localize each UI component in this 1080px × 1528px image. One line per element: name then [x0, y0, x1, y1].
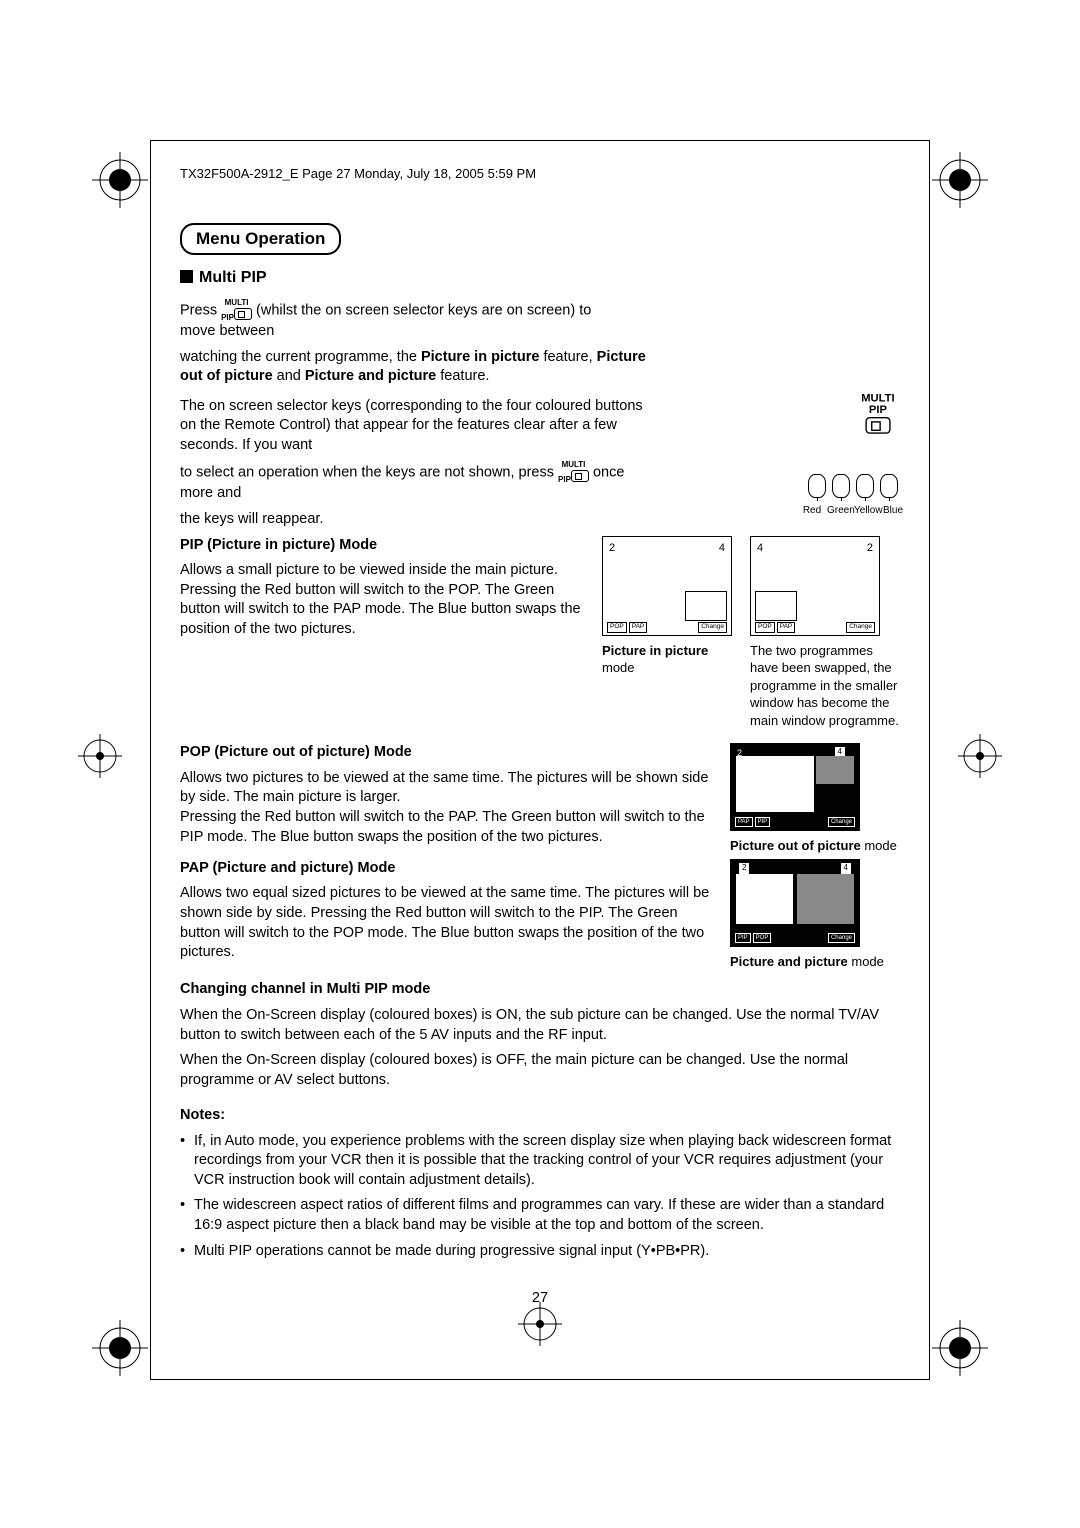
notes-list: If, in Auto mode, you experience problem…: [180, 1132, 900, 1261]
intro-line1: Press MULTIPIP (whilst the on screen sel…: [180, 299, 630, 342]
crop-mark-icon: [72, 728, 128, 784]
note-item: Multi PIP operations cannot be made duri…: [194, 1242, 900, 1262]
blue-key-icon: [880, 474, 898, 498]
pap-body: Allows two equal sized pictures to be vi…: [180, 884, 712, 962]
yellow-label: Yellow: [854, 504, 878, 518]
notes-title: Notes:: [180, 1106, 900, 1126]
section-pill: Menu Operation: [180, 223, 341, 256]
red-key-icon: [808, 474, 826, 498]
green-label: Green: [827, 504, 851, 518]
pip-title: PIP (Picture in picture) Mode: [180, 536, 584, 556]
changing-p1: When the On-Screen display (coloured box…: [180, 1006, 900, 1045]
multi-pip-inline-icon: MULTIPIP: [221, 299, 252, 322]
intro-line2: watching the current programme, the Pict…: [180, 348, 650, 387]
crop-mark-icon: [932, 152, 988, 208]
pap-caption: Picture and picture mode: [730, 953, 900, 971]
pop-body: Allows two pictures to be viewed at the …: [180, 769, 712, 847]
pip-caption-1: Picture in picture mode: [602, 642, 732, 677]
blue-label: Blue: [881, 504, 905, 518]
pop-title: POP (Picture out of picture) Mode: [180, 743, 712, 763]
doc-header: TX32F500A-2912_E Page 27 Monday, July 18…: [180, 165, 900, 183]
changing-p2: When the On-Screen display (coloured box…: [180, 1051, 900, 1090]
pip-desc-2: The two programmes have been swapped, th…: [750, 642, 900, 730]
color-keys-diagram: Red Green Yellow Blue: [800, 474, 905, 518]
pop-caption: Picture out of picture mode: [730, 837, 900, 855]
green-key-icon: [832, 474, 850, 498]
crop-mark-icon: [932, 1320, 988, 1376]
section-title: Multi PIP: [180, 267, 900, 289]
note-item: If, in Auto mode, you experience problem…: [194, 1132, 900, 1191]
multi-pip-icon: MULTIPIP: [866, 399, 890, 428]
page-number: 27: [180, 1289, 900, 1309]
multi-pip-inline-icon: MULTIPIP: [558, 461, 589, 484]
pop-diagram: 24 PAPPIPChange: [730, 743, 860, 831]
red-label: Red: [800, 504, 824, 518]
pap-title: PAP (Picture and picture) Mode: [180, 859, 712, 879]
pip-diagram-1: 24 POPPAPChange: [602, 536, 732, 636]
para2b-line: to select an operation when the keys are…: [180, 461, 650, 504]
yellow-key-icon: [856, 474, 874, 498]
para2a: The on screen selector keys (correspondi…: [180, 397, 650, 456]
changing-title: Changing channel in Multi PIP mode: [180, 980, 900, 1000]
note-item: The widescreen aspect ratios of differen…: [194, 1196, 900, 1235]
crop-mark-icon: [92, 152, 148, 208]
pap-diagram: 24 PIPPOPChange: [730, 859, 860, 947]
para2d: the keys will reappear.: [180, 510, 900, 530]
crop-mark-icon: [952, 728, 1008, 784]
pip-diagram-2: 42 POPPAPChange: [750, 536, 880, 636]
pip-body: Allows a small picture to be viewed insi…: [180, 561, 584, 639]
crop-mark-icon: [92, 1320, 148, 1376]
